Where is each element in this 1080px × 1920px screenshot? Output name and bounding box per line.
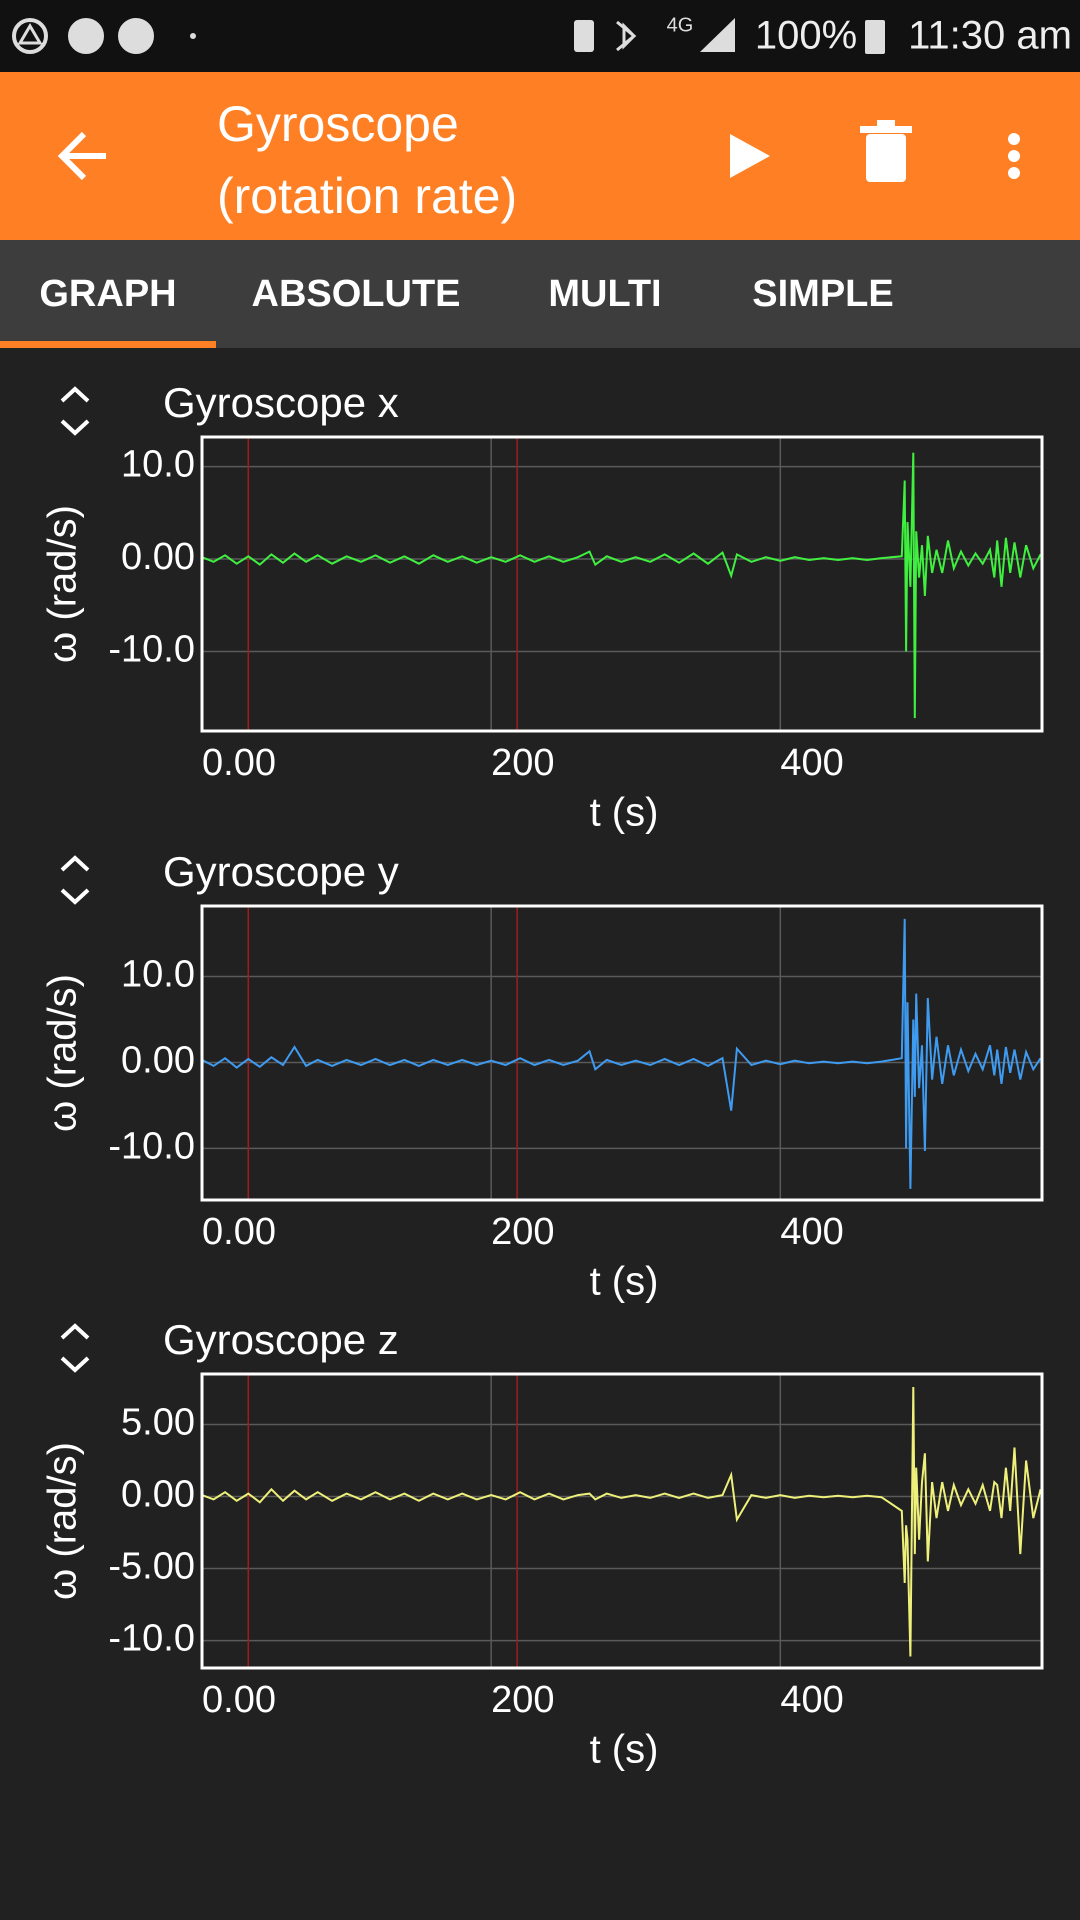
y-axis-label: ω (rad/s) (41, 505, 85, 663)
plot-frame (200, 904, 1044, 1202)
x-tick-label: 400 (780, 1211, 843, 1253)
chart-title: Gyroscope z (163, 1316, 399, 1363)
tab-bar (0, 240, 1080, 348)
y-tick-label: -10.0 (108, 1618, 195, 1660)
x-axis-label: t (s) (590, 1728, 659, 1772)
plot-frame (200, 1372, 1044, 1670)
tab[interactable]: SIMPLE (752, 273, 893, 315)
collapse-toggle[interactable] (60, 855, 90, 905)
x-tick-label: 200 (491, 1211, 554, 1253)
tab[interactable]: MULTI (548, 273, 661, 315)
x-tick-label: 0.00 (202, 1679, 276, 1721)
chart-title: Gyroscope x (163, 379, 399, 426)
x-axis-label: t (s) (590, 791, 659, 835)
y-tick-label: 0.00 (121, 1039, 195, 1081)
data-line (201, 918, 1042, 1189)
y-tick-label: 10.0 (121, 444, 195, 486)
x-tick-label: 0.00 (202, 1211, 276, 1253)
tab[interactable]: GRAPH (39, 273, 176, 315)
chart-title: Gyroscope y (163, 848, 399, 895)
y-axis-label: ω (rad/s) (41, 1442, 85, 1600)
status-icons (12, 18, 885, 54)
menu-button[interactable] (1008, 133, 1020, 179)
data-line (201, 452, 1042, 719)
y-tick-label: -10.0 (108, 629, 195, 671)
y-tick-label: 0.00 (121, 1474, 195, 1516)
tab-indicator (0, 341, 216, 348)
play-button[interactable] (730, 134, 770, 178)
status-bar (0, 0, 1080, 72)
x-tick-label: 0.00 (202, 742, 276, 784)
x-tick-label: 400 (780, 742, 843, 784)
y-tick-label: 10.0 (121, 954, 195, 996)
x-axis-label: t (s) (590, 1260, 659, 1304)
y-tick-label: 0.00 (121, 536, 195, 578)
tab[interactable]: ABSOLUTE (252, 273, 461, 315)
app-title: Gyroscope (rotation rate) (217, 96, 518, 224)
delete-button[interactable] (860, 120, 912, 182)
network-type: 4G (667, 14, 694, 36)
plot-frame (200, 435, 1044, 733)
y-axis-label: ω (rad/s) (41, 974, 85, 1132)
data-line (201, 1386, 1042, 1657)
x-tick-label: 200 (491, 742, 554, 784)
back-button[interactable] (57, 131, 106, 181)
collapse-toggle[interactable] (60, 386, 90, 436)
x-tick-label: 400 (780, 1679, 843, 1721)
battery-percent: 100% (755, 14, 857, 58)
clock: 11:30 am (908, 14, 1072, 58)
x-tick-label: 200 (491, 1679, 554, 1721)
y-tick-label: -10.0 (108, 1125, 195, 1167)
collapse-toggle[interactable] (60, 1323, 90, 1373)
y-tick-label: 5.00 (121, 1401, 195, 1443)
y-tick-label: -5.00 (108, 1546, 195, 1588)
